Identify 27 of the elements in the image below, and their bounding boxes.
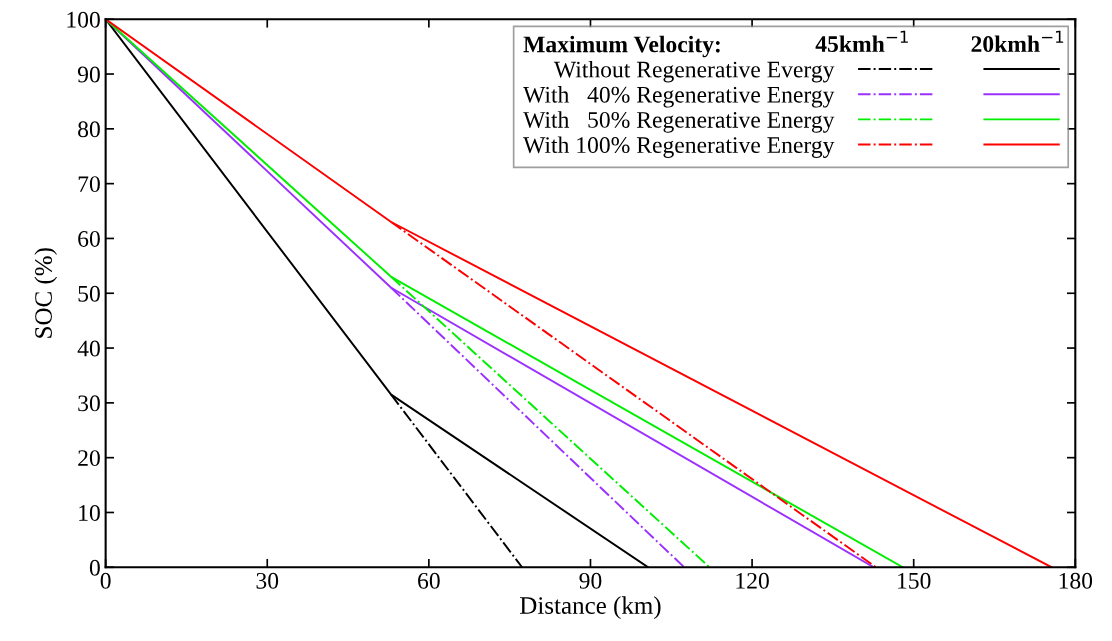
x-tick-label: 150: [898, 572, 931, 589]
x-axis-title: Distance (km): [520, 596, 661, 620]
y-tick-label: 40: [77, 340, 100, 357]
legend-label: With 50% Regenerative Energy: [523, 111, 835, 133]
y-tick-label: 70: [78, 176, 100, 193]
x-tick-label: 90: [579, 572, 602, 589]
legend-label: Without Regenerative Evergy: [553, 60, 835, 83]
y-tick-label: 30: [78, 395, 100, 412]
y-tick-label: 20: [78, 450, 100, 467]
y-tick-label: 10: [79, 504, 100, 521]
y-tick-label: 50: [78, 285, 100, 302]
y-tick-label: 0: [89, 559, 100, 576]
x-tick-label: 60: [418, 572, 440, 589]
x-tick-label: 180: [1059, 572, 1093, 589]
annotation: 20kmh$^{−1}$: [971, 30, 1064, 53]
annotation: 45kmh$^{−1}$: [815, 30, 908, 53]
x-tick-label: 0: [100, 572, 111, 589]
y-tick-label: 90: [77, 66, 100, 83]
legend-label: With 100% Regenerative Energy: [523, 136, 835, 158]
legend-label: With 40% Regenerative Energy: [523, 86, 835, 108]
y-tick-label: 80: [78, 121, 100, 138]
x-tick-label: 120: [736, 572, 769, 589]
x-tick-label: 30: [256, 572, 279, 589]
y-tick-label: 100: [67, 11, 100, 28]
legend-title: Maximum Velocity:: [523, 35, 720, 58]
y-tick-label: 60: [78, 230, 100, 247]
y-axis-title: SOC (%): [34, 248, 58, 338]
